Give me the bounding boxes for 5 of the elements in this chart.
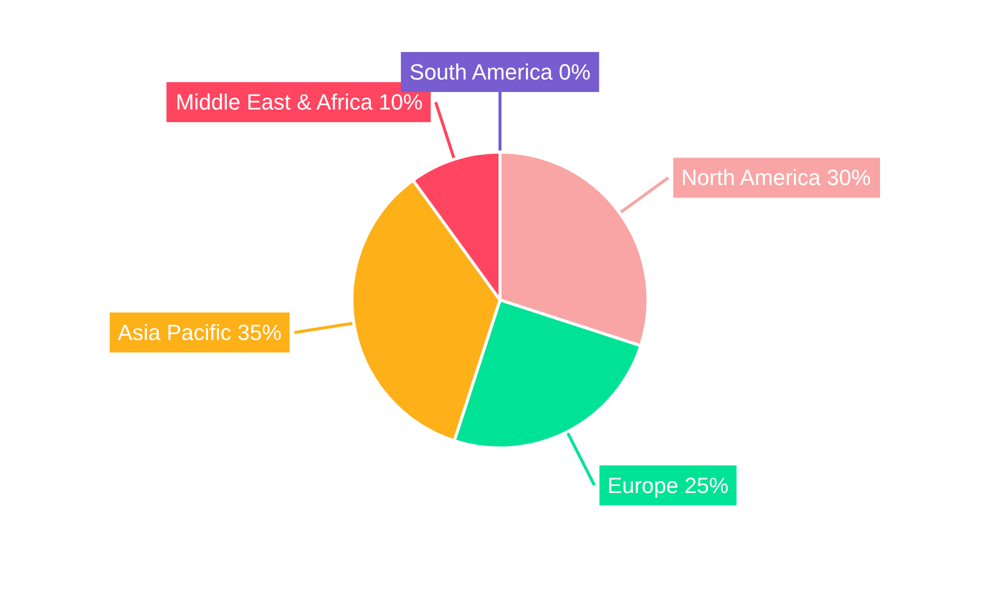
- slice-label: Asia Pacific 35%: [118, 320, 282, 346]
- slice-label: Middle East & Africa 10%: [176, 90, 423, 115]
- category-label: South America 0%: [410, 60, 590, 84]
- slice-label: North America 30%: [681, 165, 871, 190]
- slice-label: Europe 25%: [607, 472, 729, 498]
